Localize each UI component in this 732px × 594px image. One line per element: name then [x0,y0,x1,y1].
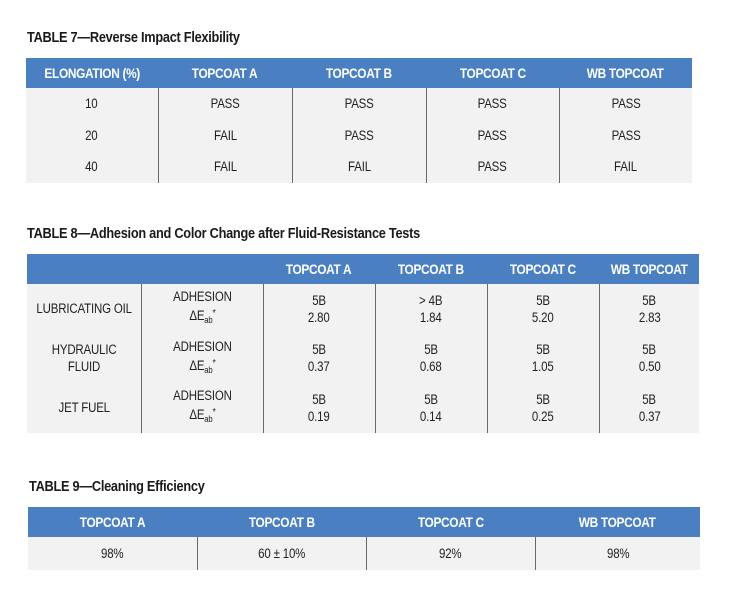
table8-header-row: TOPCOAT A TOPCOAT B TOPCOAT C WB TOPCOAT [27,254,699,284]
table9-header-wb-topcoat: WB TOPCOAT [535,507,700,537]
table-row: 40 FAIL FAIL PASS FAIL [26,151,692,183]
table-cell: FAIL [559,151,692,183]
table-cell: 40 [26,151,159,183]
table8-header-topcoat-a: TOPCOAT A [263,254,375,284]
table-cell: 5B 0.19 [263,383,376,433]
table-row: 20 FAIL PASS PASS PASS [26,119,692,151]
table7-header-topcoat-b: TOPCOAT B [292,58,426,88]
fluid-name: LUBRICATING OIL [27,284,142,334]
table9-header-topcoat-c: TOPCOAT C [366,507,535,537]
table-cell: 5B 0.68 [375,333,488,383]
table-row: 98% 60 ± 10% 92% 98% [28,537,700,570]
metric-label: ADHESION ΔEab* [141,333,264,383]
table-cell: PASS [292,88,427,120]
metric-label: ADHESION ΔEab* [141,284,264,334]
table-cell: 98% [28,537,198,570]
table8-title: TABLE 8—Adhesion and Color Change after … [27,226,420,242]
table7: ELONGATION (%) TOPCOAT A TOPCOAT B TOPCO… [26,58,692,183]
table7-header-elongation: ELONGATION (%) [26,58,158,88]
table-cell: 5B 0.14 [375,383,488,433]
table-cell: 5B 0.25 [487,383,600,433]
table-cell: 60 ± 10% [197,537,367,570]
table7-header-topcoat-c: TOPCOAT C [426,58,559,88]
table-cell: PASS [292,119,427,151]
table-cell: PASS [426,88,560,120]
table-cell: PASS [559,88,692,120]
table-cell: PASS [426,151,560,183]
table-cell: FAIL [158,119,293,151]
table-cell: 5B 0.37 [599,383,699,433]
table7-title: TABLE 7—Reverse Impact Flexibility [27,30,240,46]
fluid-name: JET FUEL [27,383,142,433]
table8-header-blank [27,254,141,284]
table-cell: 5B 2.80 [263,284,376,334]
table8-header-blank [141,254,263,284]
table8-header-wb-topcoat: WB TOPCOAT [599,254,699,284]
table-cell: PASS [559,119,692,151]
table7-header-row: ELONGATION (%) TOPCOAT A TOPCOAT B TOPCO… [26,58,692,88]
table-cell: 5B 5.20 [487,284,600,334]
table-cell: FAIL [158,151,293,183]
table9: TOPCOAT A TOPCOAT B TOPCOAT C WB TOPCOAT… [28,507,700,570]
table-cell: PASS [158,88,293,120]
fluid-name: HYDRAULIC FLUID [27,333,142,383]
table9-header-row: TOPCOAT A TOPCOAT B TOPCOAT C WB TOPCOAT [28,507,700,537]
table-cell: 5B 2.83 [599,284,699,334]
table-cell: 10 [26,88,159,120]
table-cell: 5B 1.05 [487,333,600,383]
table8: TOPCOAT A TOPCOAT B TOPCOAT C WB TOPCOAT… [27,254,699,433]
metric-label: ADHESION ΔEab* [141,383,264,433]
table-cell: 98% [535,537,700,570]
table-row: LUBRICATING OIL ADHESION ΔEab* 5B 2.80 > 4B 1.… [27,284,699,334]
table9-title: TABLE 9—Cleaning Efficiency [29,479,205,495]
table7-header-topcoat-a: TOPCOAT A [158,58,292,88]
table8-header-topcoat-b: TOPCOAT B [375,254,487,284]
table-row: 10 PASS PASS PASS PASS [26,88,692,120]
table-cell: 92% [366,537,536,570]
table-row: JET FUEL ADHESION ΔEab* 5B 0.19 5B 0.14 5B 0.25 5… [27,383,699,433]
table-cell: FAIL [292,151,427,183]
table-cell: 5B 0.50 [599,333,699,383]
table-row: HYDRAULIC FLUID ADHESION ΔEab* 5B 0.37 5B 0.68 5… [27,333,699,383]
table-cell: > 4B 1.84 [375,284,488,334]
table9-header-topcoat-a: TOPCOAT A [28,507,197,537]
table7-header-wb-topcoat: WB TOPCOAT [559,58,692,88]
table9-header-topcoat-b: TOPCOAT B [197,507,366,537]
table-cell: 5B 0.37 [263,333,376,383]
table-cell: PASS [426,119,560,151]
table-cell: 20 [26,119,159,151]
table8-header-topcoat-c: TOPCOAT C [487,254,599,284]
